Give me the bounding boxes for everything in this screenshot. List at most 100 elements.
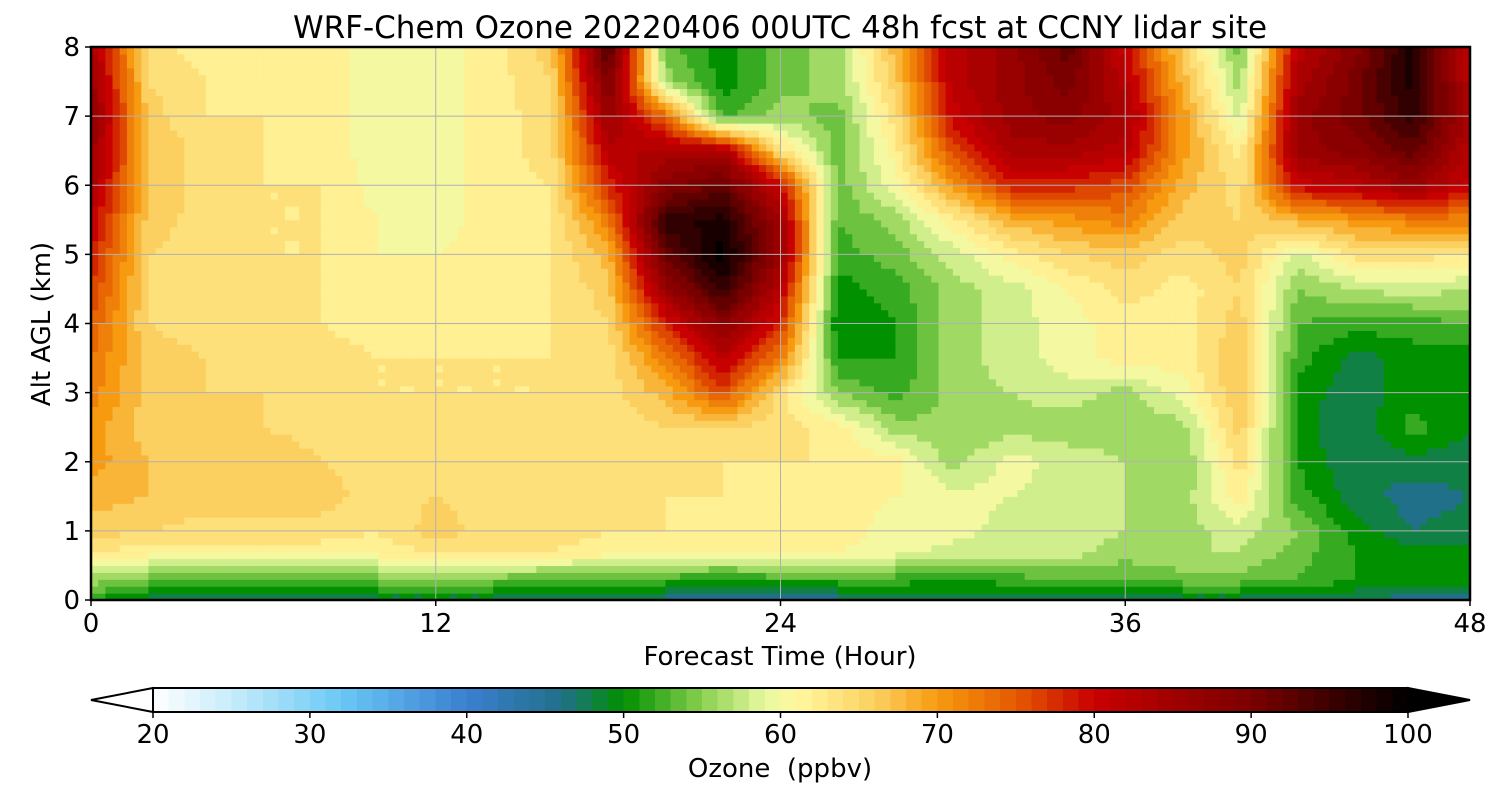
heatmap-cell <box>1369 496 1378 504</box>
heatmap-cell <box>205 496 214 504</box>
heatmap-cell <box>392 441 401 449</box>
heatmap-cell <box>284 489 293 497</box>
heatmap-cell <box>1426 427 1435 435</box>
heatmap-cell <box>902 551 911 560</box>
heatmap-cell <box>1161 537 1169 546</box>
heatmap-cell <box>507 544 516 553</box>
heatmap-cell <box>651 420 659 428</box>
heatmap-cell <box>1311 489 1320 497</box>
heatmap-cell <box>134 572 142 580</box>
heatmap-cell <box>787 593 796 600</box>
heatmap-cell <box>363 523 372 532</box>
heatmap-cell <box>1462 454 1470 463</box>
heatmap-cell <box>895 427 904 435</box>
heatmap-cell <box>1290 551 1299 560</box>
heatmap-cell <box>170 434 178 442</box>
heatmap-cell <box>263 510 272 518</box>
heatmap-cell <box>1146 551 1155 560</box>
heatmap-cell <box>220 510 229 518</box>
heatmap-cell <box>1326 572 1335 580</box>
heatmap-cell <box>421 517 430 525</box>
heatmap-cell <box>1031 441 1040 449</box>
heatmap-cell <box>902 586 911 594</box>
heatmap-cell <box>1024 579 1033 587</box>
heatmap-cell <box>349 496 358 504</box>
heatmap-cell <box>126 420 135 428</box>
heatmap-cell <box>1297 565 1306 573</box>
heatmap-cell <box>909 558 918 567</box>
heatmap-cell <box>399 537 408 546</box>
heatmap-cell <box>852 586 861 594</box>
heatmap-cell <box>1347 586 1356 594</box>
heatmap-cell <box>213 468 221 477</box>
heatmap-cell <box>730 572 738 580</box>
heatmap-cell <box>938 468 947 477</box>
heatmap-cell <box>1218 420 1227 428</box>
heatmap-cell <box>320 461 329 470</box>
heatmap-cell <box>787 558 796 567</box>
heatmap-cell <box>349 434 358 442</box>
heatmap-cell <box>995 482 1004 490</box>
heatmap-cell <box>155 503 164 511</box>
heatmap-cell <box>1333 530 1342 539</box>
heatmap-cell <box>1096 579 1105 587</box>
heatmap-cell <box>615 579 624 587</box>
heatmap-cell <box>758 579 767 587</box>
heatmap-cell <box>213 510 221 518</box>
heatmap-cell <box>881 586 889 594</box>
heatmap-cell <box>442 537 451 546</box>
heatmap-cell <box>909 586 918 594</box>
heatmap-cell <box>500 441 509 449</box>
heatmap-cell <box>938 523 947 532</box>
heatmap-cell <box>866 475 875 484</box>
heatmap-cell <box>392 579 401 587</box>
heatmap-cell <box>1362 454 1371 463</box>
heatmap-cell <box>859 572 868 580</box>
heatmap-cell <box>126 510 135 518</box>
heatmap-cell <box>672 503 681 511</box>
heatmap-cell <box>306 420 315 428</box>
heatmap-cell <box>1232 558 1241 567</box>
heatmap-cell <box>622 565 631 573</box>
heatmap-cell <box>227 530 236 539</box>
heatmap-cell <box>148 579 157 587</box>
heatmap-cell <box>1448 510 1457 518</box>
heatmap-cell <box>1082 558 1090 567</box>
heatmap-cell <box>837 475 846 484</box>
heatmap-cell <box>1405 475 1414 484</box>
heatmap-cell <box>1103 468 1112 477</box>
heatmap-cell <box>1441 572 1450 580</box>
heatmap-cell <box>450 544 458 553</box>
heatmap-cell <box>1304 593 1313 600</box>
heatmap-cell <box>313 537 322 546</box>
heatmap-cell <box>457 420 466 428</box>
heatmap-cell <box>701 454 710 463</box>
heatmap-cell <box>1060 579 1069 587</box>
heatmap-cell <box>1039 503 1047 511</box>
heatmap-cell <box>644 489 652 497</box>
heatmap-cell <box>679 551 688 560</box>
heatmap-cell <box>1067 537 1076 546</box>
heatmap-cell <box>1089 461 1098 470</box>
heatmap-cell <box>557 441 566 449</box>
heatmap-cell <box>1240 558 1248 567</box>
heatmap-cell <box>1175 427 1184 435</box>
heatmap-cell <box>1132 441 1141 449</box>
heatmap-cell <box>651 579 659 587</box>
heatmap-cell <box>342 475 351 484</box>
heatmap-cell <box>378 434 387 442</box>
heatmap-cell <box>751 427 760 435</box>
heatmap-cell <box>687 510 695 518</box>
heatmap-cell <box>299 558 308 567</box>
heatmap-cell <box>931 593 940 600</box>
heatmap-cell <box>112 447 121 456</box>
heatmap-cell <box>177 420 185 428</box>
heatmap-cell <box>421 468 430 477</box>
heatmap-cell <box>974 447 983 456</box>
heatmap-cell <box>1268 489 1277 497</box>
heatmap-cell <box>1319 530 1327 539</box>
heatmap-cell <box>1074 565 1083 573</box>
heatmap-cell <box>543 447 552 456</box>
heatmap-cell <box>277 579 286 587</box>
heatmap-cell <box>679 434 688 442</box>
